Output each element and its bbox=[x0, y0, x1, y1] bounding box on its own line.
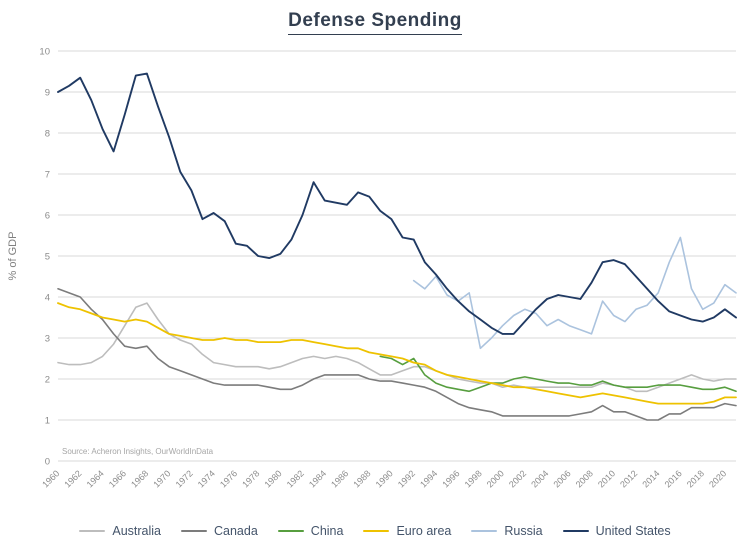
x-tick-label: 1980 bbox=[262, 468, 283, 489]
x-tick-label: 1992 bbox=[396, 468, 417, 489]
y-tick-label: 0 bbox=[45, 457, 50, 468]
x-tick-label: 1972 bbox=[174, 468, 195, 489]
x-tick-label: 1968 bbox=[129, 468, 150, 489]
x-tick-label: 2010 bbox=[596, 468, 617, 489]
legend-swatch bbox=[181, 529, 207, 533]
x-tick-label: 2002 bbox=[507, 468, 528, 489]
y-axis-label: % of GDP bbox=[7, 232, 19, 281]
y-tick-label: 4 bbox=[45, 293, 50, 304]
chart-legend: Australia Canada China Euro area Russia Unite… bbox=[0, 524, 750, 538]
legend-label: Russia bbox=[504, 524, 543, 538]
x-tick-label: 1986 bbox=[329, 468, 350, 489]
x-tick-label: 2004 bbox=[529, 468, 550, 489]
x-tick-label: 2012 bbox=[618, 468, 639, 489]
line-chart: 0 1 2 3 4 5 6 7 8 9 10 1960 1962 1964 1966 1968 1970 1972… bbox=[0, 36, 750, 506]
x-tick-label: 2006 bbox=[551, 468, 572, 489]
legend-swatch bbox=[562, 529, 589, 533]
x-tick-label: 1998 bbox=[463, 468, 484, 489]
y-tick-label: 8 bbox=[45, 129, 50, 140]
y-tick-label: 5 bbox=[45, 252, 50, 263]
x-tick-label: 1970 bbox=[151, 468, 172, 489]
series-line-euro-area bbox=[57, 302, 737, 405]
x-tick-label: 1964 bbox=[85, 468, 106, 489]
chart-title: Defense Spending bbox=[0, 10, 750, 35]
x-tick-label: 2016 bbox=[663, 468, 684, 489]
legend-item-russia: Russia bbox=[471, 524, 543, 538]
y-tick-label: 7 bbox=[45, 170, 50, 181]
legend-label: Canada bbox=[214, 524, 258, 538]
legend-swatch bbox=[363, 529, 390, 533]
x-tick-label: 1984 bbox=[307, 468, 328, 489]
x-tick-label: 1988 bbox=[351, 468, 372, 489]
x-tick-label: 1962 bbox=[62, 468, 83, 489]
legend-item-united-states: United States bbox=[562, 524, 671, 538]
x-tick-label: 1978 bbox=[240, 468, 261, 489]
series-line-canada bbox=[57, 288, 737, 421]
x-tick-label: 1960 bbox=[40, 468, 61, 489]
y-tick-label: 10 bbox=[39, 47, 50, 58]
series-line-australia bbox=[57, 302, 737, 393]
x-tick-label: 1966 bbox=[107, 468, 128, 489]
legend-swatch bbox=[471, 529, 498, 533]
y-tick-label: 3 bbox=[45, 334, 50, 345]
x-tick-label: 2000 bbox=[485, 468, 506, 489]
legend-label: United States bbox=[595, 524, 671, 538]
y-tick-label: 1 bbox=[45, 416, 50, 427]
chart-canvas: 0 1 2 3 4 5 6 7 8 9 10 1960 1962 1964 1966 1968 1970 1972… bbox=[7, 47, 737, 490]
series-line-china bbox=[379, 355, 737, 393]
y-tick-label: 9 bbox=[45, 88, 50, 99]
legend-swatch bbox=[277, 529, 304, 533]
x-tick-label: 1974 bbox=[196, 468, 217, 489]
source-note: Source: Acheron Insights, OurWorldInData bbox=[62, 447, 214, 456]
legend-item-china: China bbox=[277, 524, 344, 538]
legend-item-canada: Canada bbox=[181, 524, 258, 538]
legend-label: Australia bbox=[112, 524, 161, 538]
legend-label: China bbox=[310, 524, 344, 538]
x-tick-label: 2018 bbox=[685, 468, 706, 489]
legend-swatch bbox=[79, 529, 106, 533]
x-tick-label: 1990 bbox=[374, 468, 395, 489]
x-tick-label: 1982 bbox=[285, 468, 306, 489]
x-tick-label: 2008 bbox=[574, 468, 595, 489]
x-tick-label: 1976 bbox=[218, 468, 239, 489]
x-tick-label: 1996 bbox=[440, 468, 461, 489]
legend-label: Euro area bbox=[396, 524, 452, 538]
x-tick-label: 1994 bbox=[418, 468, 439, 489]
series-line-united-states bbox=[57, 72, 737, 335]
legend-item-australia: Australia bbox=[79, 524, 161, 538]
y-tick-label: 6 bbox=[45, 211, 50, 222]
series-line-russia bbox=[412, 236, 737, 350]
y-tick-label: 2 bbox=[45, 375, 50, 386]
x-tick-label: 2014 bbox=[640, 468, 661, 489]
legend-item-euro-area: Euro area bbox=[363, 524, 451, 538]
x-tick-label: 2020 bbox=[707, 468, 728, 489]
